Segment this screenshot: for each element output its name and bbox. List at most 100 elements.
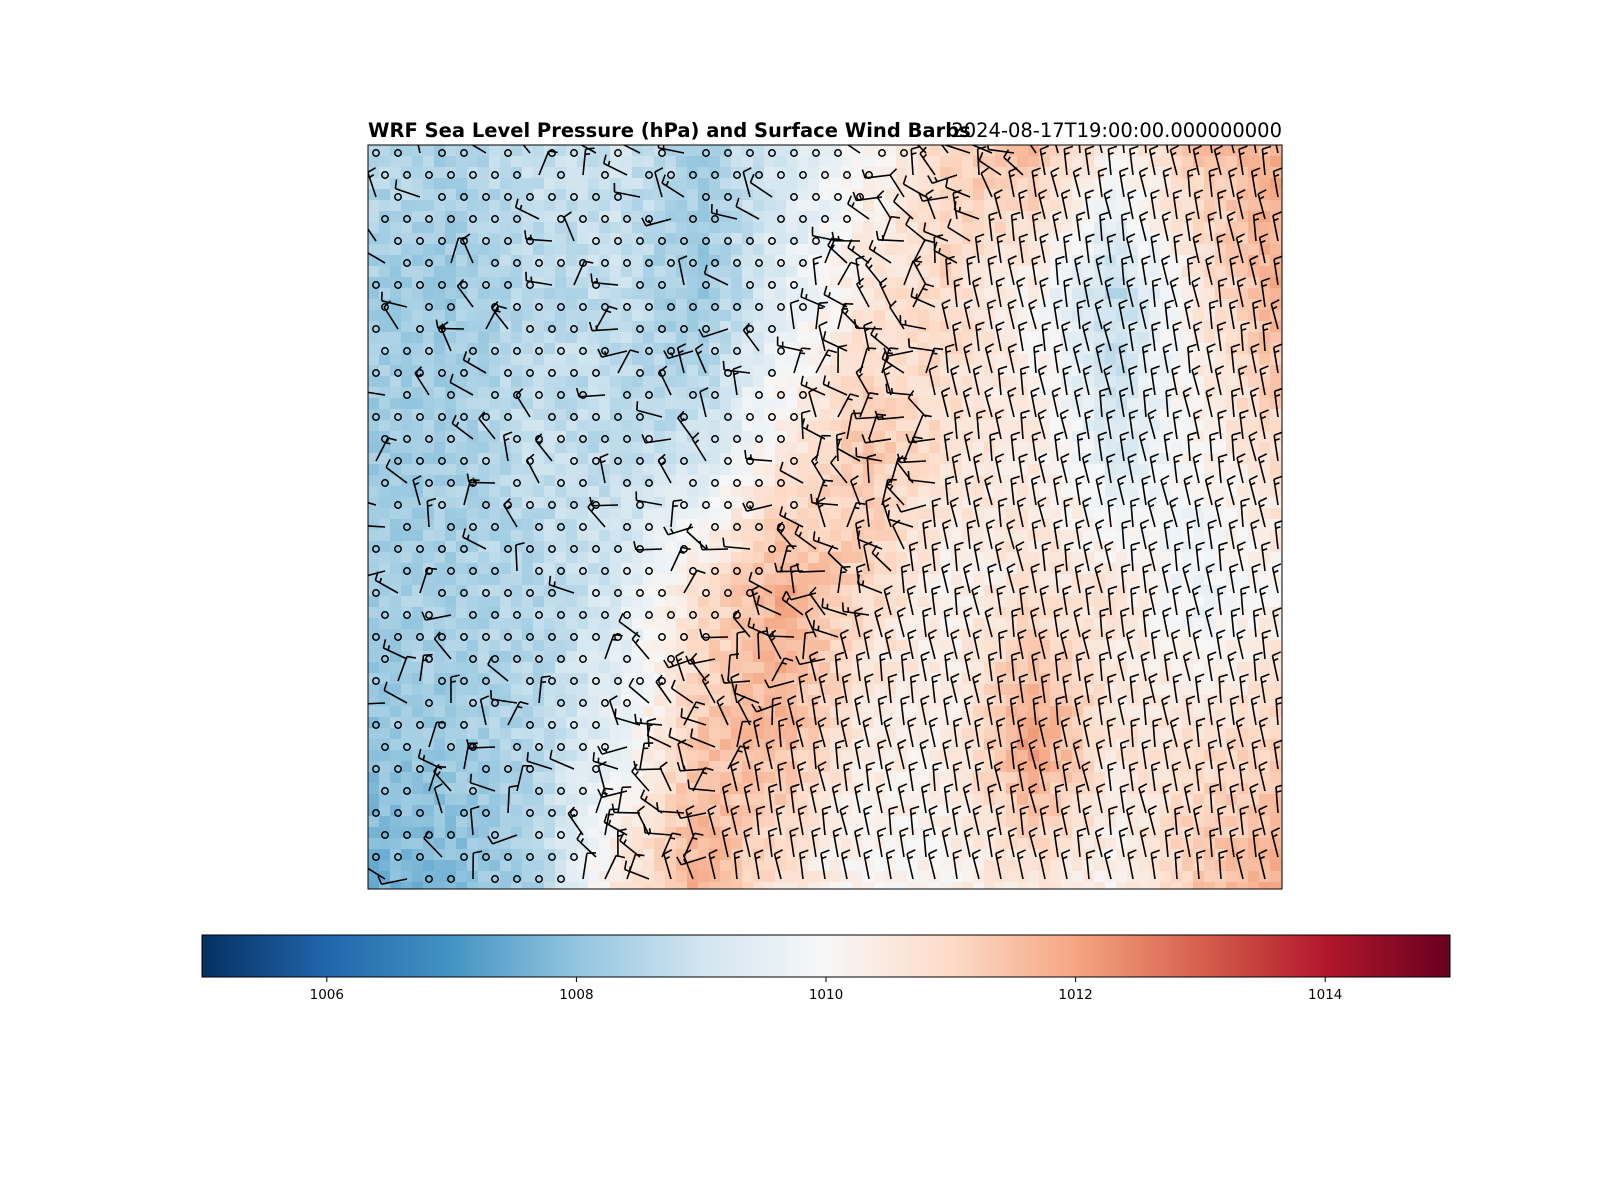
pressure-cell [995,321,1007,333]
pressure-cell [1105,189,1117,201]
pressure-cell [456,255,468,267]
pressure-cell [698,574,710,586]
pressure-cell [643,145,655,157]
pressure-cell [687,552,699,564]
pressure-cell [731,475,743,487]
pressure-cell [643,431,655,443]
pressure-cell [1193,486,1205,498]
pressure-cell [852,299,864,311]
pressure-cell [1061,706,1073,718]
pressure-cell [1259,684,1271,696]
pressure-cell [456,486,468,498]
pressure-cell [478,343,490,355]
pressure-cell [621,541,633,553]
pressure-cell [368,343,380,355]
pressure-cell [368,486,380,498]
pressure-cell [1149,398,1161,410]
pressure-cell [687,354,699,366]
pressure-cell [445,431,457,443]
pressure-cell [1160,145,1172,157]
pressure-cell [918,310,930,322]
pressure-cell [1138,431,1150,443]
pressure-cell [698,464,710,476]
pressure-cell [1248,585,1260,597]
pressure-cell [401,233,413,245]
pressure-cell [412,464,424,476]
pressure-cell [489,794,501,806]
pressure-cell [676,508,688,520]
pressure-cell [1039,178,1051,190]
pressure-cell [555,618,567,630]
pressure-cell [1160,541,1172,553]
pressure-cell [1226,772,1238,784]
pressure-cell [1160,772,1172,784]
pressure-cell [599,563,611,575]
pressure-cell [753,453,765,465]
pressure-cell [951,750,963,762]
pressure-cell [1072,376,1084,388]
pressure-cell [390,266,402,278]
pressure-cell [522,266,534,278]
pressure-cell [929,266,941,278]
pressure-cell [1226,651,1238,663]
pressure-cell [907,508,919,520]
pressure-cell [544,618,556,630]
pressure-cell [467,398,479,410]
pressure-cell [918,200,930,212]
pressure-cell [753,596,765,608]
pressure-cell [830,420,842,432]
pressure-cell [610,519,622,531]
pressure-cell [1006,761,1018,773]
pressure-cell [632,189,644,201]
pressure-cell [1006,189,1018,201]
pressure-cell [742,178,754,190]
pressure-cell [588,156,600,168]
pressure-cell [456,739,468,751]
pressure-cell [852,695,864,707]
pressure-cell [621,552,633,564]
pressure-cell [522,398,534,410]
pressure-cell [1094,662,1106,674]
pressure-cell [995,486,1007,498]
pressure-cell [632,684,644,696]
pressure-cell [566,563,578,575]
pressure-cell [1215,497,1227,509]
pressure-cell [709,222,721,234]
pressure-cell [808,277,820,289]
pressure-cell [1061,673,1073,685]
pressure-cell [423,706,435,718]
pressure-cell [1270,233,1282,245]
pressure-cell [1050,211,1062,223]
pressure-cell [1204,387,1216,399]
pressure-cell [1116,717,1128,729]
pressure-cell [456,640,468,652]
pressure-cell [995,189,1007,201]
pressure-cell [709,189,721,201]
pressure-cell [973,761,985,773]
pressure-cell [797,233,809,245]
pressure-cell [698,750,710,762]
pressure-cell [522,299,534,311]
pressure-cell [555,398,567,410]
pressure-cell [1171,486,1183,498]
pressure-cell [643,354,655,366]
pressure-cell [698,530,710,542]
pressure-cell [1259,497,1271,509]
pressure-cell [412,596,424,608]
pressure-cell [731,398,743,410]
pressure-cell [390,530,402,542]
pressure-cell [1204,585,1216,597]
pressure-cell [1248,486,1260,498]
pressure-cell [489,651,501,663]
pressure-cell [863,684,875,696]
pressure-cell [368,519,380,531]
pressure-cell [533,354,545,366]
pressure-cell [962,695,974,707]
pressure-cell [401,420,413,432]
pressure-cell [786,288,798,300]
pressure-cell [368,530,380,542]
pressure-cell [918,189,930,201]
pressure-cell [522,574,534,586]
pressure-cell [533,673,545,685]
pressure-cell [445,409,457,421]
